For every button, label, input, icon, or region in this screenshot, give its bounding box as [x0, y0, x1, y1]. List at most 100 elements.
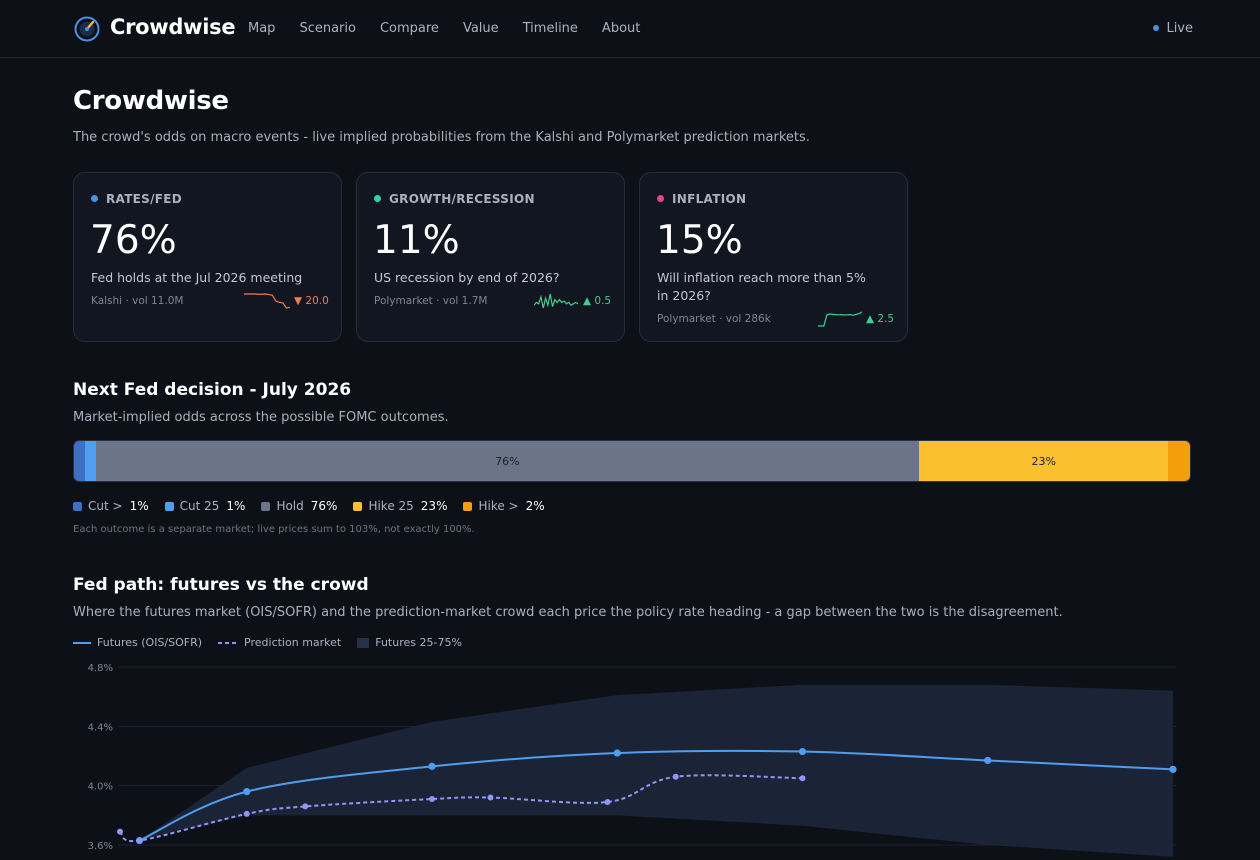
nav-link-about[interactable]: About: [601, 21, 641, 36]
market-card-rates[interactable]: RATES/FED 76% Fed holds at the Jul 2026 …: [73, 172, 342, 342]
prediction-point[interactable]: [604, 798, 611, 805]
legend-swatch-icon: [73, 501, 82, 511]
fed-decision-subtitle: Market-implied odds across the possible …: [73, 410, 449, 425]
futures-point[interactable]: [1169, 765, 1177, 773]
outcome-segment-cut[interactable]: [74, 441, 85, 481]
category-dot-icon: [374, 195, 381, 202]
sparkline-path: [818, 311, 862, 327]
legend-value: 76%: [310, 499, 338, 513]
card-change: ▲ 0.5: [583, 295, 612, 307]
nav-links: Map Scenario Compare Value Timeline Abou…: [248, 21, 664, 36]
nav-link-timeline[interactable]: Timeline: [522, 21, 578, 36]
legend-swatch-icon: [164, 501, 174, 511]
y-tick-label: 4.8%: [88, 663, 113, 674]
card-source: Kalshi · vol 11.0M: [91, 295, 184, 307]
outcome-stacked-bar: 76% 23%: [73, 440, 1191, 482]
legend-label: Hike >: [478, 499, 519, 513]
live-label: Live: [1166, 21, 1193, 36]
futures-point[interactable]: [984, 756, 992, 765]
card-change: ▲ 2.5: [866, 313, 895, 325]
card-probability: 76%: [90, 218, 177, 263]
y-tick-label: 3.6%: [88, 841, 113, 852]
brand-name[interactable]: Crowdwise: [110, 15, 236, 39]
futures-point[interactable]: [613, 749, 621, 757]
card-category: RATES/FED: [91, 192, 182, 206]
outcome-segment-hike-25[interactable]: 23%: [919, 441, 1169, 481]
page-title: Crowdwise: [73, 86, 229, 116]
legend-item-prediction[interactable]: Prediction market: [218, 636, 341, 649]
sparkline: [818, 311, 862, 327]
prediction-point[interactable]: [672, 773, 679, 780]
legend-value: 2%: [525, 499, 545, 513]
sparkline: [244, 293, 290, 309]
sparkline: [534, 293, 578, 309]
category-dot-icon: [91, 195, 98, 202]
top-nav: Crowdwise Map Scenario Compare Value Tim…: [0, 0, 1260, 58]
prediction-point[interactable]: [117, 828, 123, 835]
card-category-label: GROWTH/RECESSION: [389, 192, 535, 206]
prediction-point[interactable]: [243, 810, 250, 817]
legend-swatch-icon: [353, 501, 363, 511]
page-subtitle: The crowd's odds on macro events - live …: [73, 130, 810, 145]
y-tick-label: 4.4%: [88, 722, 113, 733]
nav-link-value[interactable]: Value: [462, 21, 499, 36]
fed-path-subtitle: Where the futures market (OIS/SOFR) and …: [73, 605, 1063, 620]
prediction-point[interactable]: [799, 775, 806, 782]
sparkline-path: [244, 293, 290, 309]
fed-decision-title: Next Fed decision - July 2026: [73, 380, 352, 400]
band-swatch-icon: [357, 637, 370, 648]
legend-value: 1%: [129, 499, 149, 513]
outcome-segment-hike[interactable]: [1168, 441, 1190, 481]
legend-label: Hold: [276, 499, 304, 513]
legend-label: Hike 25: [368, 499, 414, 513]
market-card-inflation[interactable]: INFLATION 15% Will inflation reach more …: [639, 172, 908, 342]
legend-item: Hike > 2%: [463, 499, 545, 513]
legend-label: Cut >: [88, 499, 123, 513]
legend-label: Cut 25: [179, 499, 220, 513]
legend-item: Hike 25 23%: [353, 499, 447, 513]
futures-point[interactable]: [243, 788, 251, 796]
legend-item: Hold 76%: [261, 499, 337, 513]
futures-point[interactable]: [798, 747, 807, 756]
legend-label: Futures (OIS/SOFR): [97, 636, 203, 649]
live-dot-icon: [1153, 24, 1160, 31]
prediction-point[interactable]: [429, 796, 435, 803]
outcome-legend: Cut > 1% Cut 25 1% Hold 76% Hike 25 23% Hike > 2%: [73, 499, 561, 513]
prediction-point[interactable]: [302, 803, 309, 810]
card-source: Polymarket · vol 1.7M: [374, 295, 488, 307]
card-probability: 11%: [373, 218, 460, 263]
legend-item: Cut > 1%: [73, 499, 149, 513]
legend-swatch-icon: [261, 501, 271, 511]
futures-band-area: [139, 684, 1173, 857]
card-category-label: INFLATION: [672, 192, 747, 206]
sparkline-path: [534, 293, 578, 309]
card-category-label: RATES/FED: [106, 192, 183, 206]
fed-path-chart: 4.8% 4.4% 4.0% 3.6%: [88, 663, 1177, 857]
card-probability: 15%: [656, 218, 743, 263]
legend-item-band[interactable]: Futures 25-75%: [357, 636, 462, 649]
nav-link-scenario[interactable]: Scenario: [299, 21, 356, 36]
compass-logo-icon[interactable]: [74, 16, 100, 42]
card-question: Fed holds at the Jul 2026 meeting: [91, 270, 303, 285]
legend-item: Cut 25 1%: [164, 499, 245, 513]
legend-item-futures[interactable]: Futures (OIS/SOFR): [73, 636, 202, 649]
outcome-segment-hold[interactable]: 76%: [95, 441, 920, 481]
nav-link-map[interactable]: Map: [248, 21, 276, 36]
prediction-point[interactable]: [487, 794, 494, 801]
futures-point[interactable]: [428, 762, 436, 770]
market-card-growth[interactable]: GROWTH/RECESSION 11% US recession by end…: [356, 172, 625, 342]
legend-label: Futures 25-75%: [375, 636, 462, 649]
outcome-segment-cut-25[interactable]: [84, 441, 96, 481]
dashed-line-icon: [218, 641, 239, 644]
legend-label: Prediction market: [244, 636, 342, 649]
chart-legend: Futures (OIS/SOFR) Prediction market Fut…: [73, 636, 478, 649]
y-tick-label: 4.0%: [88, 782, 113, 793]
outcome-footnote: Each outcome is a separate market; live …: [73, 524, 475, 535]
prediction-point[interactable]: [136, 837, 143, 844]
legend-value: 23%: [420, 499, 448, 513]
nav-link-compare[interactable]: Compare: [379, 21, 439, 36]
card-question: US recession by end of 2026?: [374, 270, 560, 285]
live-status: Live: [1153, 21, 1193, 36]
prediction-line: [119, 774, 803, 843]
fed-path-title: Fed path: futures vs the crowd: [73, 575, 369, 595]
